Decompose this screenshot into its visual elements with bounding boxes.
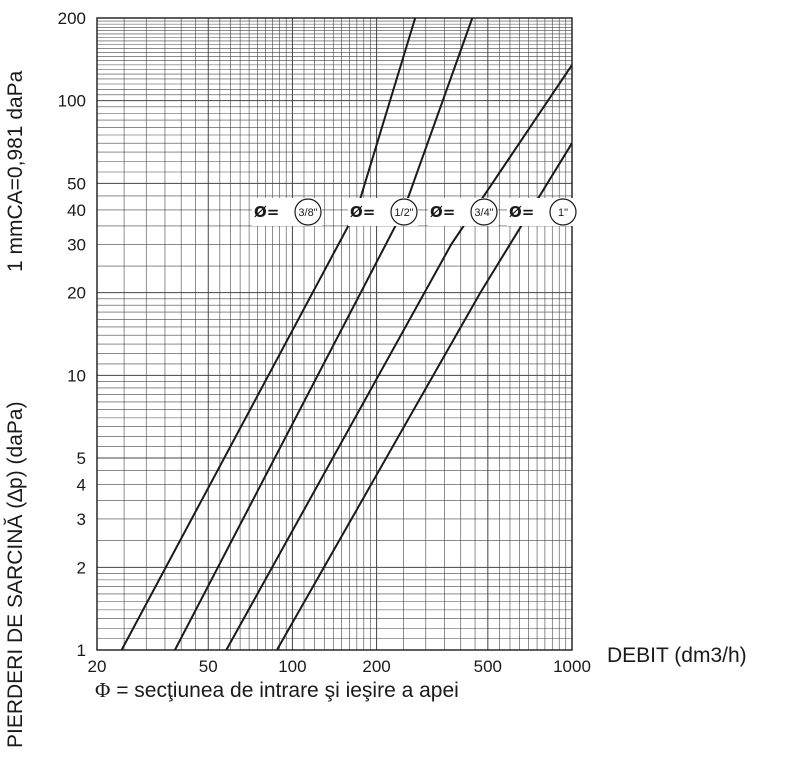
series-line-1 xyxy=(120,18,417,650)
size-label: 3/8" xyxy=(298,207,317,219)
y-tick-label: 1 xyxy=(77,641,86,660)
series-label-3: Ø= 3/4" xyxy=(428,198,498,226)
series-curves xyxy=(120,18,572,650)
x-tick-labels: 20 50 100 200 500 1000 xyxy=(88,657,591,676)
series-labels: Ø= 3/8" Ø= 1/2" Ø= 3/4" Ø= 1" xyxy=(252,198,577,226)
size-circle xyxy=(549,198,577,226)
size-circle xyxy=(390,198,418,226)
y-tick-label: 3 xyxy=(77,510,86,529)
series-label-4: Ø= 1" xyxy=(507,198,577,226)
series-line-4 xyxy=(276,142,572,650)
y-tick-label: 4 xyxy=(77,476,86,495)
label-prefix: Ø= xyxy=(430,203,455,221)
x-tick-label: 50 xyxy=(199,657,218,676)
y-tick-label: 5 xyxy=(77,449,86,468)
y-axis-unit-note: 1 mmCA=0,981 daPa xyxy=(4,70,27,272)
y-tick-labels: 1 2 3 4 5 10 20 30 40 50 100 200 xyxy=(58,9,86,660)
x-tick-label: 100 xyxy=(278,657,306,676)
label-prefix: Ø= xyxy=(254,203,279,221)
y-tick-label: 200 xyxy=(58,9,86,28)
y-tick-label: 10 xyxy=(67,366,86,385)
series-label-1: Ø= 3/8" xyxy=(252,198,322,226)
series-line-2 xyxy=(174,18,474,650)
series-label-2: Ø= 1/2" xyxy=(348,198,418,226)
y-tick-label: 30 xyxy=(67,235,86,254)
series-line-3 xyxy=(225,64,572,650)
y-tick-label: 2 xyxy=(77,558,86,577)
size-circle xyxy=(470,198,498,226)
x-tick-label: 200 xyxy=(362,657,390,676)
y-tick-label: 50 xyxy=(67,174,86,193)
size-label: 3/4" xyxy=(474,207,493,219)
x-tick-label: 1000 xyxy=(553,657,591,676)
size-label: 1/2" xyxy=(394,207,413,219)
size-circle xyxy=(294,198,322,226)
footnote: Φ = secţiunea de intrare şi ieşire a ape… xyxy=(95,678,459,703)
y-tick-label: 40 xyxy=(67,201,86,220)
x-tick-label: 20 xyxy=(88,657,107,676)
y-axis-label: PIERDERI DE SARCINĂ (∆p) (daPa) xyxy=(4,401,27,748)
x-tick-label: 500 xyxy=(474,657,502,676)
label-prefix: Ø= xyxy=(509,203,534,221)
size-label: 1" xyxy=(558,207,568,219)
plot-frame xyxy=(96,17,573,651)
grid xyxy=(96,17,573,651)
y-tick-label: 100 xyxy=(58,92,86,111)
label-prefix: Ø= xyxy=(350,203,375,221)
y-tick-label: 20 xyxy=(67,284,86,303)
x-axis-label: DEBIT (dm3/h) xyxy=(607,644,747,667)
footnote-text: = secţiunea de intrare şi ieşire a apei xyxy=(110,679,459,702)
phi-symbol: Φ xyxy=(95,678,111,702)
